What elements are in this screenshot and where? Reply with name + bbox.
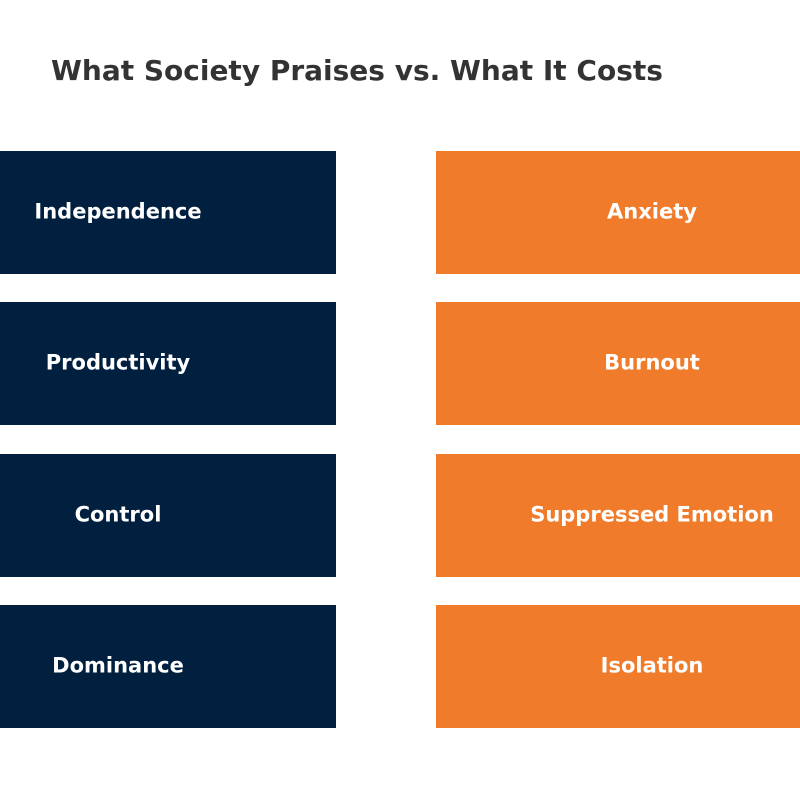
- praise-label: Productivity: [46, 351, 191, 375]
- cost-box: [436, 605, 800, 728]
- cost-box: [436, 151, 800, 274]
- cost-label: Isolation: [601, 654, 704, 678]
- cost-label: Suppressed Emotion: [530, 503, 774, 527]
- praise-box: [0, 151, 336, 274]
- praise-label: Independence: [34, 200, 201, 224]
- praise-box: [0, 302, 336, 425]
- cost-box: [436, 302, 800, 425]
- cost-box: [436, 454, 800, 577]
- praise-box: [0, 605, 336, 728]
- cost-label: Anxiety: [607, 200, 697, 224]
- praise-label: Dominance: [52, 654, 184, 678]
- title: What Society Praises vs. What It Costs: [51, 54, 663, 87]
- praise-box: [0, 454, 336, 577]
- cost-label: Burnout: [604, 351, 700, 375]
- rows: Independence Productivity Control Dominance…: [0, 151, 800, 728]
- praise-label: Control: [75, 503, 162, 527]
